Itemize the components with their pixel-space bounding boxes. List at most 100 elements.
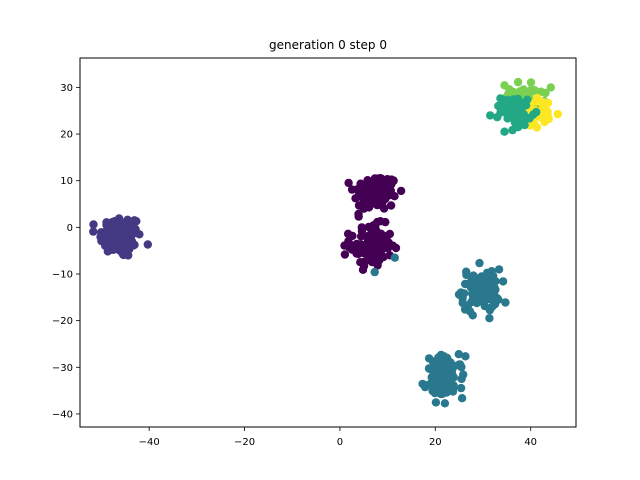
scatter-point [494,101,503,111]
data-points [89,77,562,408]
y-tick-label: 20 [60,130,73,141]
scatter-point [501,298,510,307]
scatter-point [442,359,451,368]
scatter-point [379,235,388,244]
scatter-point [546,83,555,92]
scatter-point [553,109,562,119]
scatter-point [459,370,468,379]
scatter-point [119,245,129,254]
scatter-point [442,387,451,396]
scatter-point [351,194,360,203]
scatter-point [386,201,396,210]
scatter-point [354,209,363,219]
y-axis-ticks: −40 −30 −20 −10 0 10 20 30 [52,83,80,420]
scatter-point [390,253,399,262]
scatter-point [526,78,536,87]
scatter-point [485,314,494,323]
scatter-point [369,221,378,230]
scatter-point [521,101,531,110]
scatter-point [143,240,152,249]
scatter-point [396,186,406,196]
scatter-point [359,241,368,250]
scatter-point [519,85,528,94]
scatter-point [486,273,496,282]
y-tick-label: 0 [67,223,73,234]
scatter-point [510,111,519,121]
scatter-point [427,379,437,388]
scatter-point [370,267,379,277]
scatter-point [460,305,470,314]
scatter-point [132,217,141,226]
scatter-point [356,258,365,267]
scatter-point [477,295,486,304]
scatter-point [104,237,114,246]
scatter-point [488,302,497,311]
scatter-point [376,241,385,251]
y-tick-label: 30 [60,83,73,94]
scatter-point [543,111,553,121]
scatter-point [89,227,98,236]
scatter-point [494,265,504,274]
scatter-point [496,108,505,117]
scatter-point [503,111,512,120]
x-tick-label: 40 [524,437,537,448]
scatter-point [508,125,517,135]
scatter-point [367,193,376,202]
scatter-point [466,283,476,292]
scatter-point [536,87,546,96]
chart-title: generation 0 step 0 [269,38,387,52]
scatter-point [457,394,467,403]
scatter-point [468,311,477,320]
scatter-point [343,229,353,238]
scatter-point [371,181,380,190]
scatter-point [513,94,523,104]
scatter-point [461,352,470,361]
scatter-point [363,176,372,185]
y-tick-label: −20 [52,316,73,327]
scatter-point [89,220,98,229]
scatter-point [440,399,450,408]
scatter-point [367,238,376,248]
scatter-point [439,376,449,386]
scatter-point [486,111,495,120]
scatter-point [532,107,541,117]
scatter-point [475,258,484,268]
scatter-point [462,270,471,280]
scatter-point [108,217,117,227]
scatter-point [456,383,466,393]
plot-area-frame [79,57,577,428]
y-tick-label: −30 [52,363,73,374]
scatter-point [448,362,458,371]
scatter-point [354,201,364,210]
scatter-point [487,267,496,276]
scatter-point [381,217,390,227]
scatter-point [344,178,353,188]
scatter-point [103,247,113,256]
scatter-point [494,295,503,304]
scatter-point [428,371,438,380]
scatter-point [457,362,466,372]
scatter-point [357,223,366,232]
scatter-point [512,105,521,114]
scatter-point [469,271,478,280]
scatter-point [356,184,365,194]
scatter-point [531,97,540,106]
scatter-point [489,289,499,298]
scatter-point [515,119,524,128]
x-tick-label: −20 [234,437,255,448]
x-axis-ticks: −40 −20 0 20 40 [139,427,537,448]
scatter-point [541,100,550,110]
x-tick-label: 0 [337,437,343,448]
x-tick-label: −40 [139,437,160,448]
scatter-point [108,230,118,240]
scatter-point [484,281,493,290]
scatter-point [135,230,144,239]
scatter-point [379,184,388,193]
scatter-point [483,288,492,298]
scatter-point [456,288,466,297]
scatter-point [97,236,106,246]
scatter-point [371,252,381,261]
scatter-point [373,174,382,183]
scatter-point [127,237,137,246]
y-tick-label: −40 [52,409,73,420]
